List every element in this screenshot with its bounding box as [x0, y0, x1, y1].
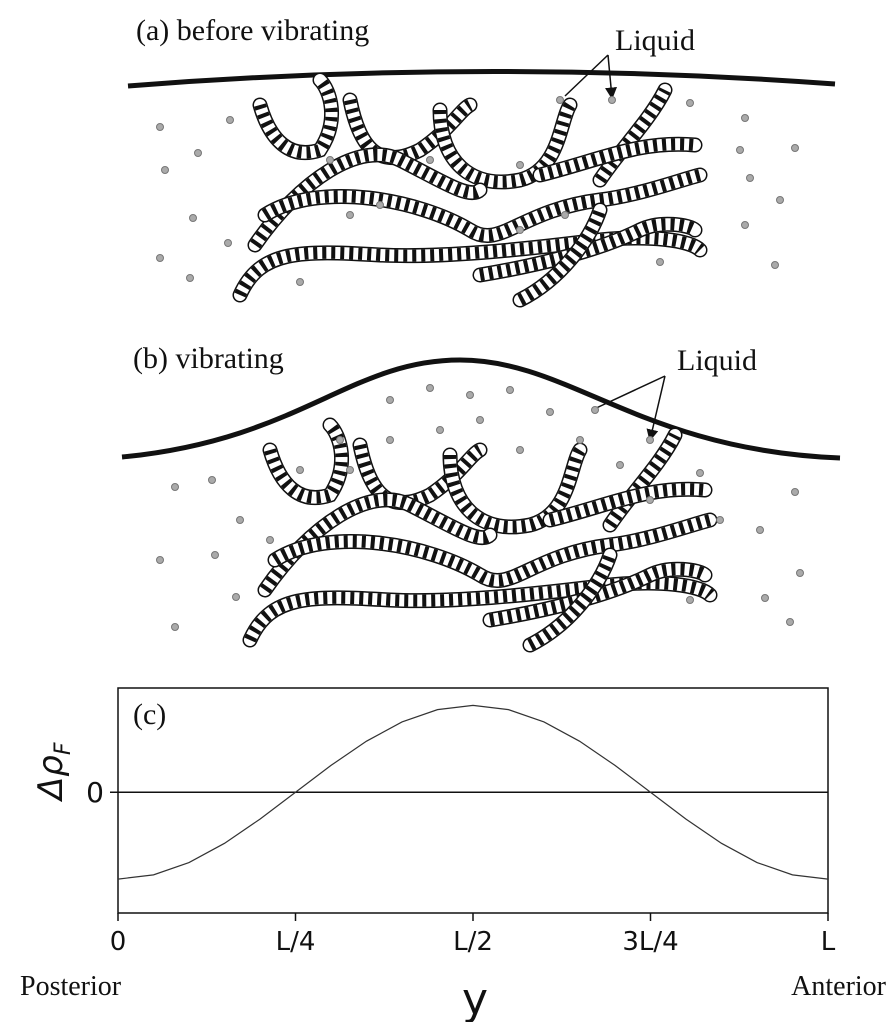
liquid-dot — [608, 96, 616, 104]
liquid-dot — [696, 469, 704, 477]
liquid-dot — [376, 201, 384, 209]
x-tick-label: 0 — [110, 927, 127, 957]
liquid-dot — [716, 516, 724, 524]
liquid-dots — [156, 96, 799, 286]
liquid-dot — [771, 261, 779, 269]
liquid-dot — [506, 386, 514, 394]
liquid-dot — [296, 278, 304, 286]
liquid-dot — [516, 446, 524, 454]
liquid-dot — [224, 239, 232, 247]
liquid-dot — [171, 623, 179, 631]
liquid-dot — [156, 123, 164, 131]
liquid-dot — [576, 436, 584, 444]
liquid-dot — [756, 526, 764, 534]
panel-a: (a) before vibrating Liquid — [127, 14, 836, 300]
x-right-label: Anterior — [791, 971, 887, 1002]
liquid-dot — [791, 144, 799, 152]
liquid-dot — [646, 436, 654, 444]
liquid-dot — [591, 406, 599, 414]
y-axis-label-main: Δρ — [31, 755, 71, 803]
liquid-dot — [346, 466, 354, 474]
liquid-dot — [686, 99, 694, 107]
liquid-dot — [436, 426, 444, 434]
liquid-dot — [466, 391, 474, 399]
panel-b: (b) vibrating Liquid — [121, 342, 841, 645]
liquid-dot — [386, 436, 394, 444]
fibers — [240, 80, 700, 300]
liquid-dot — [426, 384, 434, 392]
y-axis-label-sub: F — [51, 742, 76, 755]
x-left-label: Posterior — [20, 971, 122, 1002]
liquid-dot — [171, 483, 179, 491]
liquid-dot — [336, 436, 344, 444]
liquid-dot — [646, 496, 654, 504]
liquid-dot — [326, 156, 334, 164]
arrow — [564, 54, 612, 98]
arrow — [591, 375, 666, 440]
x-axis-label: y — [462, 974, 488, 1022]
liquid-dot — [296, 466, 304, 474]
panel-label: (c) — [133, 698, 166, 731]
liquid-dot — [236, 516, 244, 524]
liquid-dot — [791, 488, 799, 496]
liquid-dot — [736, 146, 744, 154]
x-tick-label: L/4 — [276, 927, 316, 957]
liquid-dot — [776, 196, 784, 204]
surface — [121, 357, 841, 461]
liquid-dot — [746, 174, 754, 182]
liquid-dot — [266, 536, 274, 544]
liquid-dot — [741, 114, 749, 122]
liquid-dot — [476, 416, 484, 424]
liquid-dot — [741, 221, 749, 229]
y-axis-label: ΔρF — [31, 742, 76, 803]
liquid-dot — [761, 594, 769, 602]
liquid-dot — [208, 476, 216, 484]
plot-frame — [117, 687, 829, 914]
liquid-dot — [516, 226, 524, 234]
chart: (c) ΔρF Posterior Anterior y 0 L/4 L/2 3L/4… — [20, 687, 887, 1022]
liquid-dot — [561, 211, 569, 219]
liquid-dot — [786, 618, 794, 626]
panel-label: (b) vibrating — [133, 342, 284, 375]
liquid-dot — [346, 211, 354, 219]
liquid-dot — [556, 96, 564, 104]
liquid-dot — [426, 156, 434, 164]
liquid-dot — [156, 556, 164, 564]
liquid-dot — [186, 274, 194, 282]
liquid-dot — [546, 408, 554, 416]
liquid-dots — [156, 384, 804, 631]
annotation: Liquid — [615, 24, 695, 57]
liquid-dot — [616, 461, 624, 469]
liquid-dot — [386, 396, 394, 404]
liquid-dot — [161, 166, 169, 174]
annotation: Liquid — [677, 344, 757, 377]
liquid-dot — [656, 258, 664, 266]
liquid-dot — [226, 116, 234, 124]
liquid-dot — [211, 551, 219, 559]
panel-label: (a) before vibrating — [136, 14, 369, 47]
y-tick-label: 0 — [86, 776, 104, 809]
fibers — [250, 425, 710, 645]
surface — [127, 68, 836, 89]
liquid-dot — [232, 593, 240, 601]
liquid-dot — [686, 596, 694, 604]
x-tick-label: L/2 — [453, 927, 493, 957]
x-tick-label: L — [821, 927, 836, 957]
liquid-dot — [194, 149, 202, 157]
data-line — [117, 704, 829, 880]
liquid-dot — [516, 161, 524, 169]
x-tick-label: 3L/4 — [622, 927, 678, 957]
liquid-dot — [189, 214, 197, 222]
liquid-dot — [156, 254, 164, 262]
liquid-dot — [796, 569, 804, 577]
